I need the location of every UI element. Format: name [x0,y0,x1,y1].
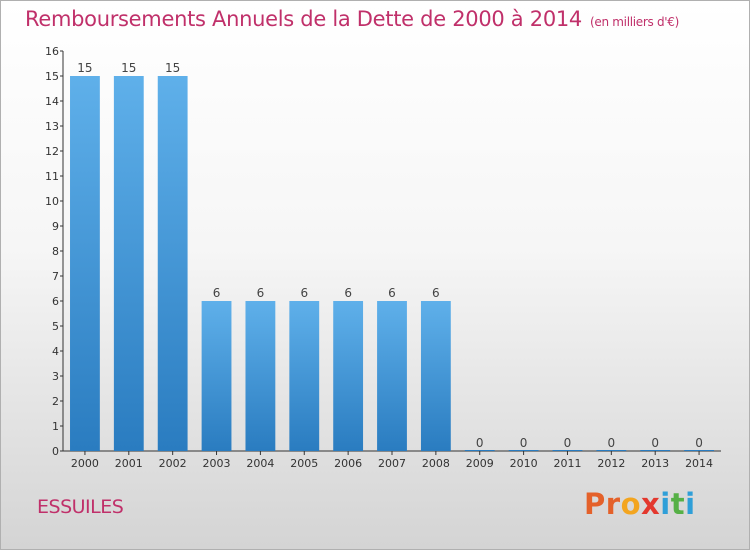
bar [245,301,276,451]
y-tick-label: 4 [52,345,59,358]
bar [464,450,495,451]
chart-title-text: Remboursements Annuels de la Dette de 20… [25,7,582,31]
x-tick-label: 2007 [378,457,406,470]
logo-letter: i [660,487,671,521]
y-tick-label: 0 [52,445,59,458]
x-tick-label: 2008 [422,457,450,470]
bar [157,76,188,451]
bar [377,301,407,451]
y-tick-label: 10 [45,195,59,208]
y-tick-label: 13 [45,120,59,133]
y-tick-label: 12 [45,145,59,158]
x-tick-label: 2009 [466,457,494,470]
bar [508,450,539,451]
data-label: 6 [344,286,352,300]
y-tick-label: 9 [52,220,59,233]
logo-letter: o [620,487,642,521]
logo-letter: r [605,487,621,521]
y-tick-label: 16 [45,45,59,58]
x-tick-label: 2000 [71,457,99,470]
bar [640,450,671,451]
y-tick-label: 8 [52,245,59,258]
x-tick-label: 2012 [597,457,625,470]
x-tick-label: 2001 [115,457,143,470]
chart-labels: 2000 15 2001 15 2002 15 2003 6 2004 6 2005 6 2006 6 20… [71,61,713,470]
data-label: 0 [520,436,528,450]
logo-letter: i [685,487,696,521]
location-name: ESSUILES [37,496,124,518]
bar [684,450,714,451]
y-tick-label: 2 [52,395,59,408]
bar [596,450,627,451]
data-label: 6 [432,286,440,300]
y-tick-label: 3 [52,370,59,383]
x-tick-label: 2006 [334,457,362,470]
data-label: 0 [608,436,616,450]
y-tick-label: 15 [45,70,59,83]
data-label: 0 [695,436,703,450]
x-tick-label: 2010 [510,457,538,470]
x-tick-label: 2013 [641,457,669,470]
x-tick-label: 2014 [685,457,713,470]
chart-title: Remboursements Annuels de la Dette de 20… [25,7,679,31]
chart-bars [70,76,714,451]
logo-letter: P [584,487,606,521]
data-label: 6 [388,286,396,300]
data-label: 6 [213,286,221,300]
y-tick-label: 14 [45,95,59,108]
bar [552,450,583,451]
x-tick-label: 2004 [246,457,274,470]
x-tick-label: 2011 [553,457,581,470]
bar [113,76,144,451]
bar [70,76,100,451]
y-tick-label: 7 [52,270,59,283]
bar [201,301,232,451]
x-tick-label: 2005 [290,457,318,470]
chart-unit: (en milliers d'€) [590,15,680,29]
bar [289,301,320,451]
proxiti-logo: Proxiti [584,487,696,521]
data-label: 15 [77,61,92,75]
y-tick-label: 6 [52,295,59,308]
data-label: 0 [476,436,484,450]
y-tick-label: 1 [52,420,59,433]
data-label: 0 [651,436,659,450]
y-tick-label: 11 [45,170,59,183]
data-label: 15 [165,61,180,75]
data-label: 6 [257,286,265,300]
data-label: 15 [121,61,136,75]
logo-letter: x [641,487,661,521]
y-tick-label: 5 [52,320,59,333]
data-label: 6 [300,286,308,300]
data-label: 0 [564,436,572,450]
logo-letter: t [670,487,686,521]
bar [420,301,451,451]
x-tick-label: 2003 [203,457,231,470]
x-tick-label: 2002 [159,457,187,470]
bar [333,301,364,451]
